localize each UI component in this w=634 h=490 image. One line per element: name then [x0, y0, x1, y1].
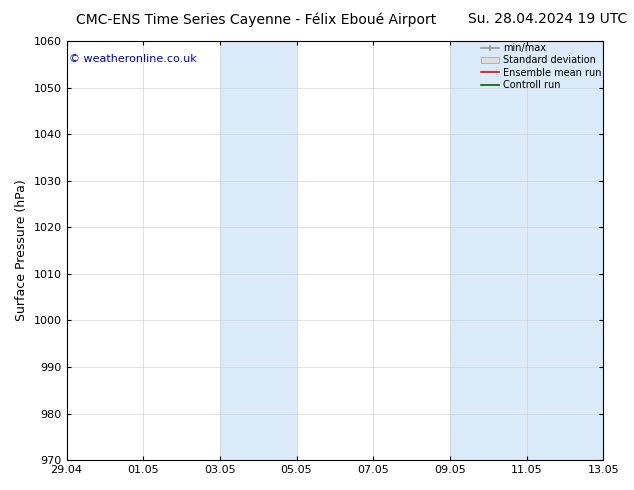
- Text: CMC-ENS Time Series Cayenne - Félix Eboué Airport: CMC-ENS Time Series Cayenne - Félix Ebou…: [76, 12, 436, 27]
- Legend: min/max, Standard deviation, Ensemble mean run, Controll run: min/max, Standard deviation, Ensemble me…: [481, 43, 601, 90]
- Text: Su. 28.04.2024 19 UTC: Su. 28.04.2024 19 UTC: [469, 12, 628, 26]
- Bar: [450, 41, 603, 460]
- Y-axis label: Surface Pressure (hPa): Surface Pressure (hPa): [15, 180, 28, 321]
- Bar: [220, 41, 297, 460]
- Text: © weatheronline.co.uk: © weatheronline.co.uk: [69, 53, 197, 64]
